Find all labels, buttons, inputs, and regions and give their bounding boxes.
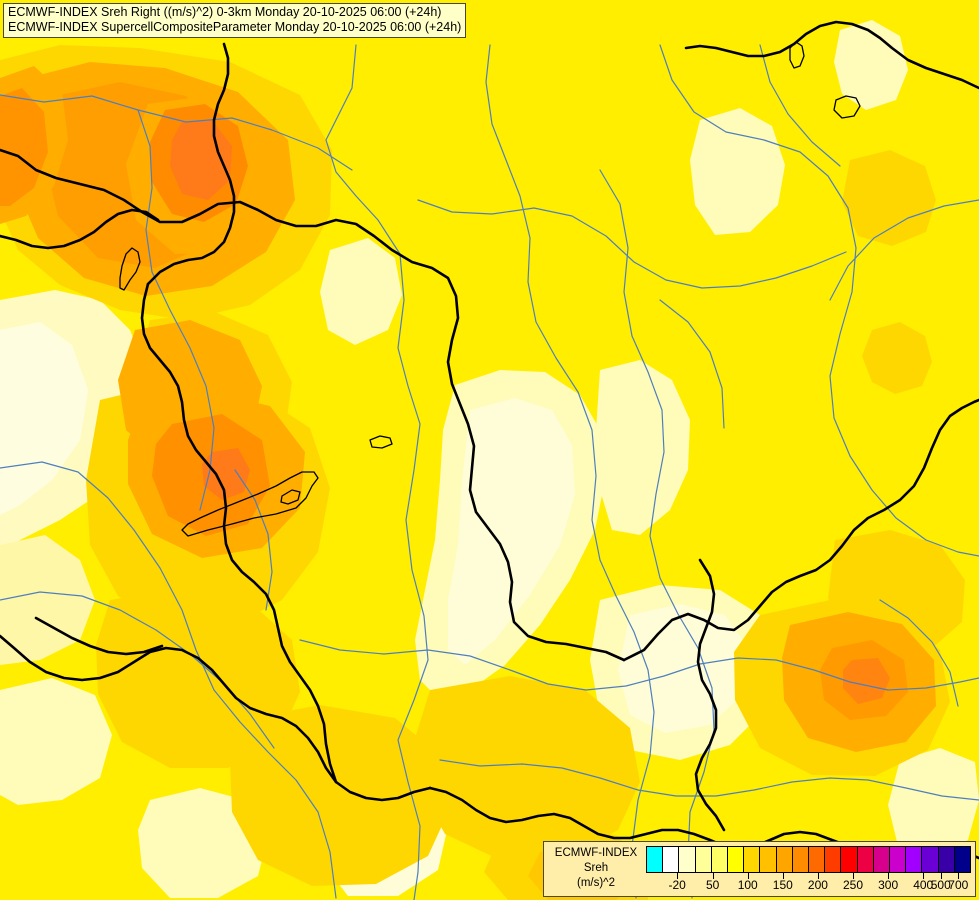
colorbar-swatch-8 xyxy=(776,847,793,872)
colorbar-tick-label-500: 500 xyxy=(930,878,951,892)
contour-band-low-nw-corner xyxy=(0,535,95,665)
colorbar-swatch-14 xyxy=(873,847,891,872)
title-box: ECMWF-INDEX Sreh Right ((m/s)^2) 0-3km M… xyxy=(3,3,467,38)
colorbar-tick-150 xyxy=(782,873,784,879)
contour-band-deepest-nw xyxy=(170,120,232,200)
colorbar-swatch-4 xyxy=(711,847,729,872)
colorbar-tick-label-100: 100 xyxy=(737,878,758,892)
colorbar-tick-700 xyxy=(958,873,960,879)
lake-layer xyxy=(119,41,861,537)
contour-band-low-central-east xyxy=(596,360,690,535)
legend-model-label: ECMWF-INDEX xyxy=(554,847,638,859)
colorbar-tick-label--20: -20 xyxy=(668,878,686,892)
colorbar-swatch-9 xyxy=(792,847,810,872)
contour-band-gold-n-small xyxy=(862,322,932,394)
colorbar-tick-250 xyxy=(853,873,855,879)
title-line-primary: ECMWF-INDEX Sreh Right ((m/s)^2) 0-3km M… xyxy=(8,5,442,19)
contour-band-low-se-b xyxy=(618,604,748,733)
colorbar-swatch-18 xyxy=(938,847,955,872)
colorbar-swatch-1 xyxy=(663,847,680,872)
legend-label-group: ECMWF-INDEX Sreh (m/s)^2 xyxy=(548,846,644,891)
colorbar-tick-labels: -20 50 100 150 200 250 300 400 500 700 xyxy=(646,878,971,894)
colorbar-tick-200 xyxy=(817,873,819,879)
colorbar-tick-label-400: 400 xyxy=(913,878,934,892)
colorbar-wrap: -20 50 100 150 200 250 300 400 500 700 xyxy=(646,846,971,894)
colorbar-tick-100 xyxy=(747,873,749,879)
contour-band-low-e-edge xyxy=(888,748,979,858)
colorbar-tick--20 xyxy=(677,873,679,879)
colorbar-swatch-16 xyxy=(906,847,923,872)
legend-field-label: Sreh xyxy=(583,862,609,874)
contour-band-low-w-mid xyxy=(0,678,112,805)
colorbar-swatch-0 xyxy=(647,847,664,872)
contour-band-deeporange-left-edge xyxy=(0,88,48,206)
colorbar-tick-300 xyxy=(888,873,890,879)
contour-band-deepest-wc xyxy=(202,448,250,500)
contour-band-deepest-e xyxy=(843,658,890,704)
colorbar-swatch-3 xyxy=(695,847,712,872)
colorbar-tick-label-50: 50 xyxy=(705,878,720,892)
contour-band-low-e-top xyxy=(834,20,908,110)
colorbar-tick-label-250: 250 xyxy=(843,878,864,892)
colorbar-tick-label-300: 300 xyxy=(878,878,899,892)
colorbar-swatch-6 xyxy=(744,847,761,872)
colorbar-swatch-2 xyxy=(679,847,696,872)
colorbar-swatch-5 xyxy=(728,847,745,872)
colorbar-tick-50 xyxy=(712,873,714,879)
contour-band-low-n xyxy=(320,238,402,345)
colorbar-tick-marks xyxy=(646,873,971,880)
colorbar-tick-label-700: 700 xyxy=(948,878,969,892)
colorbar-tick-label-150: 150 xyxy=(772,878,793,892)
colorbar[interactable] xyxy=(646,846,971,873)
contour-band-gold-ne xyxy=(842,150,936,246)
colorbar-swatch-11 xyxy=(825,847,842,872)
colorbar-tick-500 xyxy=(940,873,942,879)
contour-band-gold-sw xyxy=(230,705,450,886)
colorbar-swatch-7 xyxy=(760,847,777,872)
contour-band-mid-yellow-n xyxy=(300,38,640,255)
colorbar-swatch-10 xyxy=(809,847,826,872)
colorbar-tick-label-200: 200 xyxy=(807,878,828,892)
colorbar-swatch-12 xyxy=(841,847,858,872)
title-line-secondary: ECMWF-INDEX SupercellCompositeParameter … xyxy=(8,20,462,34)
contour-band-low-central-b xyxy=(448,398,575,665)
colorbar-swatch-17 xyxy=(922,847,939,872)
legend-units-label: (m/s)^2 xyxy=(577,877,615,889)
colorbar-tick-400 xyxy=(923,873,925,879)
river-layer xyxy=(0,44,979,900)
colorbar-swatch-15 xyxy=(890,847,907,872)
contour-band-low-west2 xyxy=(0,322,88,515)
colorbar-swatch-19 xyxy=(954,847,971,872)
contour-band-gold-s-mid xyxy=(416,676,640,860)
legend-box: ECMWF-INDEX Sreh (m/s)^2 -20 50 100 150 200 2… xyxy=(543,841,976,897)
colorbar-swatch-13 xyxy=(857,847,874,872)
